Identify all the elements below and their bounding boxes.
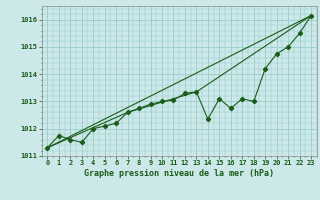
X-axis label: Graphe pression niveau de la mer (hPa): Graphe pression niveau de la mer (hPa) xyxy=(84,169,274,178)
